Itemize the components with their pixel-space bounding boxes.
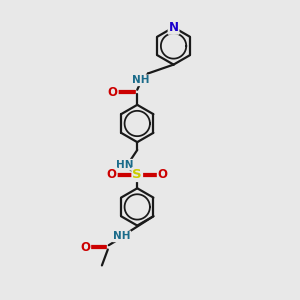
Text: HN: HN [116, 160, 133, 170]
Text: S: S [132, 168, 142, 181]
Text: O: O [158, 168, 168, 181]
Text: NH: NH [132, 75, 150, 85]
Text: O: O [80, 241, 90, 254]
Text: N: N [169, 21, 178, 34]
Text: NH: NH [113, 231, 130, 242]
Text: O: O [108, 85, 118, 99]
Text: O: O [107, 168, 117, 181]
